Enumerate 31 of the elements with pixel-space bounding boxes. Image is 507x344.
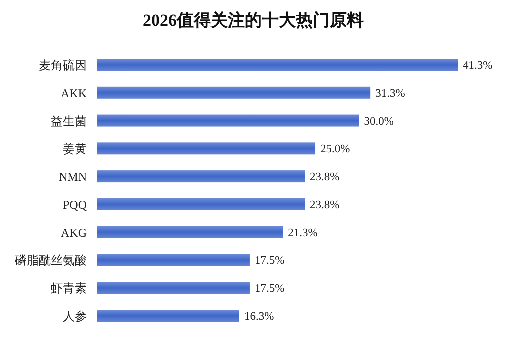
bar <box>97 310 240 322</box>
y-tick-label: 磷脂酰丝氨酸 <box>14 254 87 268</box>
data-label: 25.0% <box>320 144 351 156</box>
y-tick-label: 姜黄 <box>63 142 87 156</box>
data-label: 31.3% <box>376 88 406 100</box>
y-tick-label: NMN <box>58 170 88 184</box>
bar <box>97 226 284 238</box>
bar <box>97 254 250 266</box>
data-label: 41.3% <box>463 60 494 72</box>
y-tick-label: AKK <box>61 86 88 100</box>
bar <box>97 86 371 99</box>
bar <box>97 59 458 71</box>
bar <box>97 198 306 210</box>
bar <box>97 282 250 294</box>
data-label: 21.3% <box>288 227 318 240</box>
data-label: 16.3% <box>244 311 275 323</box>
y-tick-label: 益生菌 <box>51 114 87 128</box>
y-tick-label: PQQ <box>62 198 88 212</box>
data-label: 23.8% <box>310 199 340 212</box>
bar <box>97 142 316 155</box>
bar <box>97 114 360 127</box>
data-label: 17.5% <box>254 283 286 296</box>
data-label: 30.0% <box>364 116 394 128</box>
chart-title: 2026值得关注的十大热门原料 <box>143 11 364 30</box>
y-tick-label: 人参 <box>63 310 87 324</box>
y-tick-label: AKG <box>61 226 88 240</box>
data-label: 17.5% <box>254 255 286 268</box>
y-tick-label: 麦角硫因 <box>39 58 87 72</box>
y-tick-label: 虾青素 <box>51 282 87 296</box>
data-label: 23.8% <box>310 172 340 184</box>
bar <box>97 170 306 183</box>
